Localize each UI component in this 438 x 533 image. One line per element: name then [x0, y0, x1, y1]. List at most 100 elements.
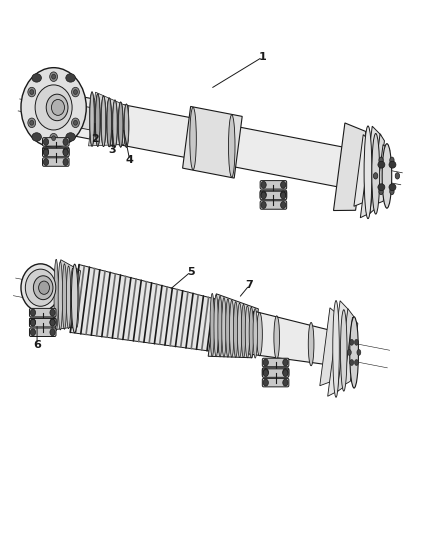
Ellipse shape — [66, 133, 75, 141]
Text: 2: 2 — [91, 134, 99, 144]
Ellipse shape — [32, 133, 42, 141]
Ellipse shape — [89, 92, 95, 146]
Ellipse shape — [389, 184, 396, 191]
Ellipse shape — [253, 309, 258, 358]
Ellipse shape — [351, 318, 357, 387]
Ellipse shape — [106, 98, 112, 147]
Ellipse shape — [263, 359, 268, 366]
Ellipse shape — [190, 107, 196, 170]
Polygon shape — [354, 135, 371, 206]
FancyBboxPatch shape — [262, 358, 289, 367]
Ellipse shape — [71, 264, 78, 333]
Ellipse shape — [71, 268, 75, 328]
Ellipse shape — [245, 306, 250, 358]
Ellipse shape — [21, 264, 60, 312]
Ellipse shape — [241, 304, 246, 358]
Ellipse shape — [63, 149, 68, 156]
Ellipse shape — [71, 118, 79, 127]
FancyBboxPatch shape — [42, 158, 69, 166]
Ellipse shape — [52, 74, 56, 79]
FancyBboxPatch shape — [262, 378, 289, 387]
Ellipse shape — [113, 100, 117, 147]
Ellipse shape — [43, 159, 49, 165]
FancyBboxPatch shape — [42, 138, 69, 146]
Polygon shape — [70, 104, 95, 131]
Ellipse shape — [113, 100, 117, 147]
Ellipse shape — [340, 310, 347, 391]
Ellipse shape — [28, 118, 35, 127]
Ellipse shape — [347, 350, 351, 356]
Ellipse shape — [364, 126, 372, 219]
Polygon shape — [248, 311, 331, 365]
FancyBboxPatch shape — [260, 190, 287, 199]
Ellipse shape — [49, 72, 57, 82]
Ellipse shape — [281, 192, 286, 199]
Ellipse shape — [32, 74, 42, 82]
Ellipse shape — [389, 161, 396, 168]
Ellipse shape — [274, 316, 279, 359]
Ellipse shape — [35, 85, 72, 130]
Ellipse shape — [230, 300, 234, 357]
Ellipse shape — [308, 322, 314, 366]
Ellipse shape — [63, 148, 68, 155]
Ellipse shape — [43, 149, 49, 156]
Ellipse shape — [350, 360, 353, 366]
Ellipse shape — [43, 148, 49, 155]
Ellipse shape — [372, 133, 380, 214]
FancyBboxPatch shape — [29, 328, 56, 336]
Ellipse shape — [107, 98, 111, 147]
Ellipse shape — [30, 319, 35, 326]
Ellipse shape — [382, 144, 392, 208]
Polygon shape — [375, 144, 390, 204]
Ellipse shape — [374, 173, 378, 179]
Ellipse shape — [281, 181, 286, 188]
Ellipse shape — [71, 87, 79, 97]
Ellipse shape — [333, 301, 339, 397]
Polygon shape — [370, 134, 385, 213]
Ellipse shape — [261, 201, 266, 208]
Polygon shape — [183, 107, 242, 178]
Ellipse shape — [233, 302, 238, 358]
Ellipse shape — [249, 307, 254, 358]
Ellipse shape — [25, 269, 56, 306]
Ellipse shape — [379, 188, 383, 195]
Ellipse shape — [390, 188, 394, 195]
Ellipse shape — [95, 94, 100, 147]
FancyBboxPatch shape — [29, 309, 56, 317]
Ellipse shape — [50, 329, 55, 336]
Ellipse shape — [261, 192, 266, 199]
FancyBboxPatch shape — [42, 147, 69, 156]
Ellipse shape — [263, 379, 268, 386]
FancyBboxPatch shape — [260, 201, 287, 209]
Ellipse shape — [74, 270, 79, 327]
Ellipse shape — [379, 157, 383, 164]
Ellipse shape — [261, 181, 266, 188]
Ellipse shape — [33, 276, 53, 300]
Ellipse shape — [74, 120, 78, 125]
Ellipse shape — [51, 100, 64, 115]
Text: 7: 7 — [246, 280, 253, 290]
Text: 5: 5 — [187, 267, 194, 277]
Ellipse shape — [30, 319, 35, 326]
Text: 3: 3 — [109, 145, 116, 155]
Ellipse shape — [66, 74, 75, 82]
Ellipse shape — [43, 139, 49, 146]
Ellipse shape — [237, 303, 242, 358]
Ellipse shape — [283, 379, 288, 386]
Ellipse shape — [39, 281, 49, 294]
FancyBboxPatch shape — [42, 148, 69, 157]
Text: 4: 4 — [126, 156, 134, 165]
Ellipse shape — [257, 312, 262, 356]
Ellipse shape — [124, 104, 129, 147]
Polygon shape — [337, 309, 353, 392]
Ellipse shape — [63, 159, 68, 165]
Polygon shape — [70, 264, 224, 352]
Ellipse shape — [226, 299, 230, 357]
Ellipse shape — [261, 191, 266, 198]
Ellipse shape — [263, 369, 268, 376]
Ellipse shape — [28, 87, 35, 97]
Ellipse shape — [214, 295, 218, 357]
Ellipse shape — [354, 360, 358, 366]
Polygon shape — [328, 301, 349, 396]
Ellipse shape — [357, 350, 361, 356]
